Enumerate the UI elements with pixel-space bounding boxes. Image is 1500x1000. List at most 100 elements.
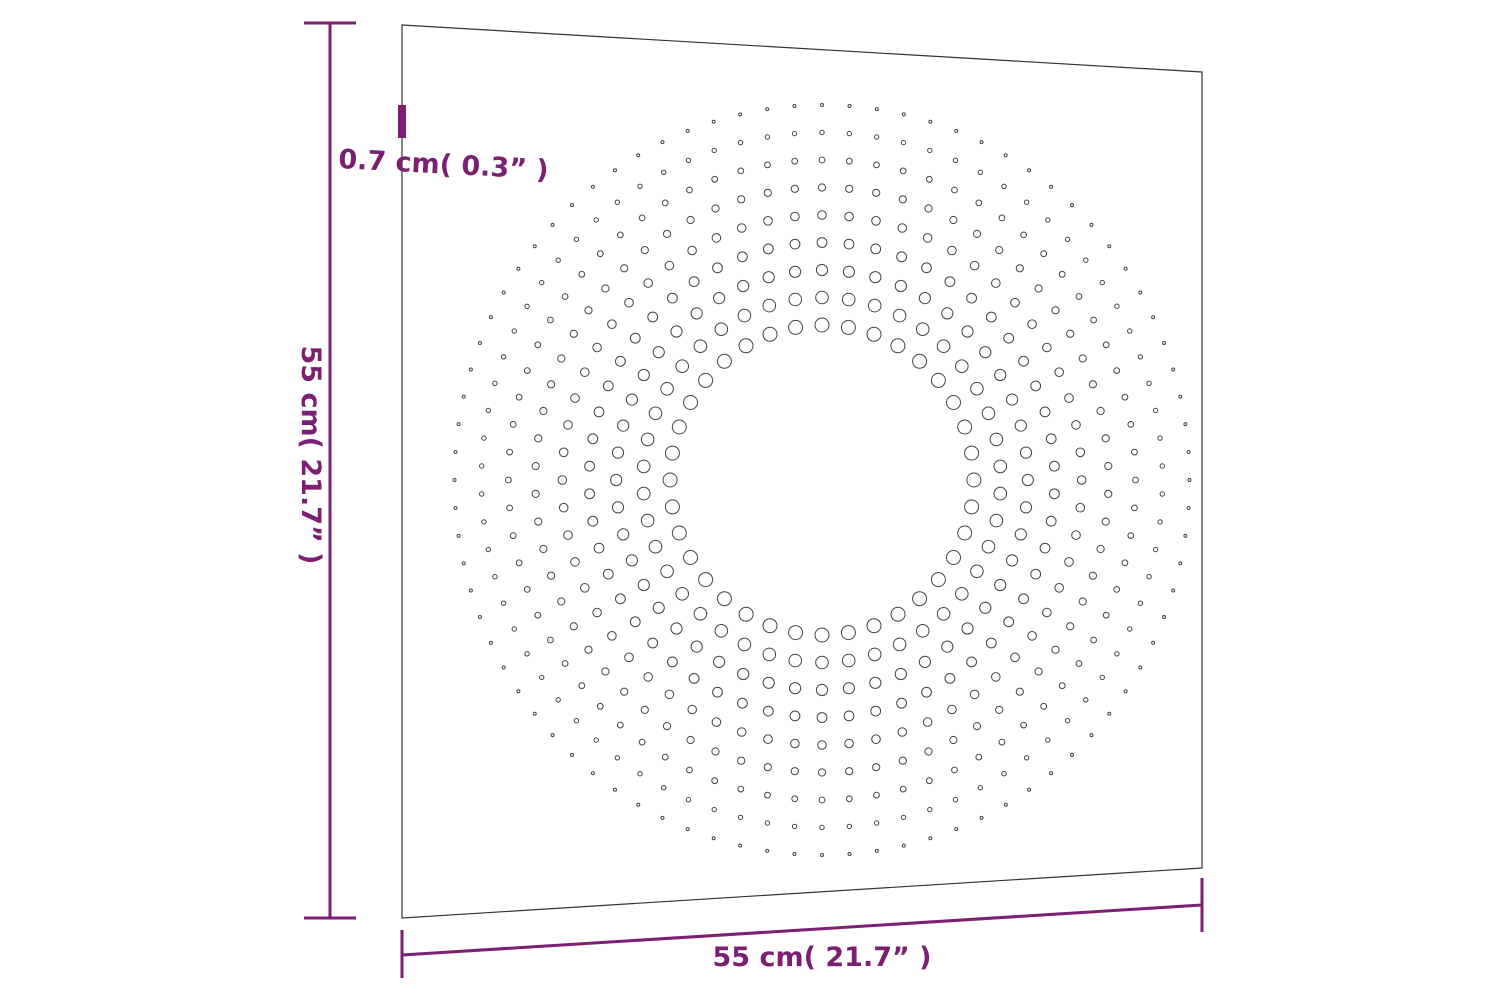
perforation [966, 292, 977, 304]
perforation [1183, 422, 1188, 427]
perforation [995, 246, 1004, 255]
height-label: 55 cm( 21.7” ) [295, 346, 326, 565]
perforation [661, 753, 669, 761]
perforation [662, 472, 678, 488]
perforation [1089, 222, 1094, 227]
perforation [900, 139, 907, 146]
perforation [890, 338, 906, 354]
perforation [711, 204, 720, 213]
perforation [991, 672, 1001, 682]
perforation [1027, 787, 1031, 792]
perforation [1045, 433, 1057, 445]
perforation [845, 157, 853, 165]
perforation [790, 767, 799, 776]
perforation [1001, 183, 1007, 190]
perforation [1171, 367, 1176, 372]
width-label: 55 cm( 21.7” ) [713, 942, 932, 973]
perforation [593, 737, 599, 743]
perforation [1127, 626, 1133, 632]
perforation [506, 448, 514, 456]
perforation [690, 307, 703, 320]
perforation [539, 674, 545, 681]
perforation [993, 486, 1008, 501]
perforation [873, 161, 880, 169]
perforation [840, 319, 856, 335]
perforation [843, 710, 855, 722]
perforation [947, 245, 957, 256]
perforation [1020, 231, 1027, 239]
perforation [815, 263, 829, 277]
perforation [874, 107, 879, 112]
perforation [871, 216, 881, 226]
perforation [534, 434, 543, 443]
perforation [555, 257, 561, 263]
perforation [500, 600, 507, 606]
perforation [481, 519, 487, 525]
perforation [737, 279, 750, 293]
perforation [870, 705, 882, 717]
perforation [601, 667, 610, 676]
perforation [928, 119, 933, 124]
perforation [1018, 355, 1029, 367]
perforation [1006, 393, 1019, 406]
perforation [918, 292, 932, 305]
perforation [532, 244, 537, 249]
perforation [867, 298, 882, 313]
perforation [685, 827, 690, 832]
perforation [969, 689, 980, 700]
perforation [539, 279, 545, 286]
perforation [636, 459, 651, 474]
perforation [531, 462, 540, 471]
perforation [844, 211, 854, 222]
perforation [661, 199, 669, 207]
perforation [1187, 478, 1192, 482]
perforation [989, 432, 1004, 447]
perforation [1070, 752, 1074, 757]
perforation [477, 615, 482, 619]
perforation [764, 161, 771, 169]
perforation [561, 660, 569, 667]
perforation [617, 528, 630, 541]
height-dimension: 55 cm( 21.7” ) [295, 21, 356, 920]
perforation [617, 721, 624, 729]
perforation [1104, 462, 1113, 471]
perforation [1030, 568, 1042, 580]
perforation [815, 290, 829, 305]
perforation [661, 169, 667, 176]
perforation [629, 616, 641, 628]
perforation [921, 262, 932, 274]
perforation [615, 355, 626, 367]
perforation [698, 572, 714, 588]
perforation [892, 637, 907, 652]
perforation [1099, 674, 1106, 681]
perforation [1001, 771, 1007, 777]
perforation [509, 532, 517, 539]
perforation [738, 843, 743, 848]
perforation [1078, 597, 1087, 606]
perforation [998, 214, 1006, 222]
perforation [534, 517, 543, 526]
perforation [817, 768, 827, 777]
perforation [765, 848, 770, 853]
perforation [921, 686, 932, 698]
perforation [788, 292, 803, 307]
perforation [847, 852, 852, 856]
perforation [922, 717, 933, 727]
perforation [901, 112, 906, 117]
perforation [1003, 802, 1008, 807]
perforation [928, 836, 933, 841]
perforation [570, 752, 574, 757]
perforation [1027, 168, 1031, 173]
perforation [1075, 293, 1083, 300]
perforation [1107, 711, 1112, 716]
perforation [602, 380, 614, 392]
perforation [584, 306, 593, 315]
perforation [915, 624, 930, 638]
perforation [713, 292, 726, 305]
perforation [954, 128, 959, 133]
perforation [461, 561, 466, 566]
perforation [993, 459, 1008, 474]
perforation [592, 607, 602, 618]
perforation [643, 672, 654, 682]
